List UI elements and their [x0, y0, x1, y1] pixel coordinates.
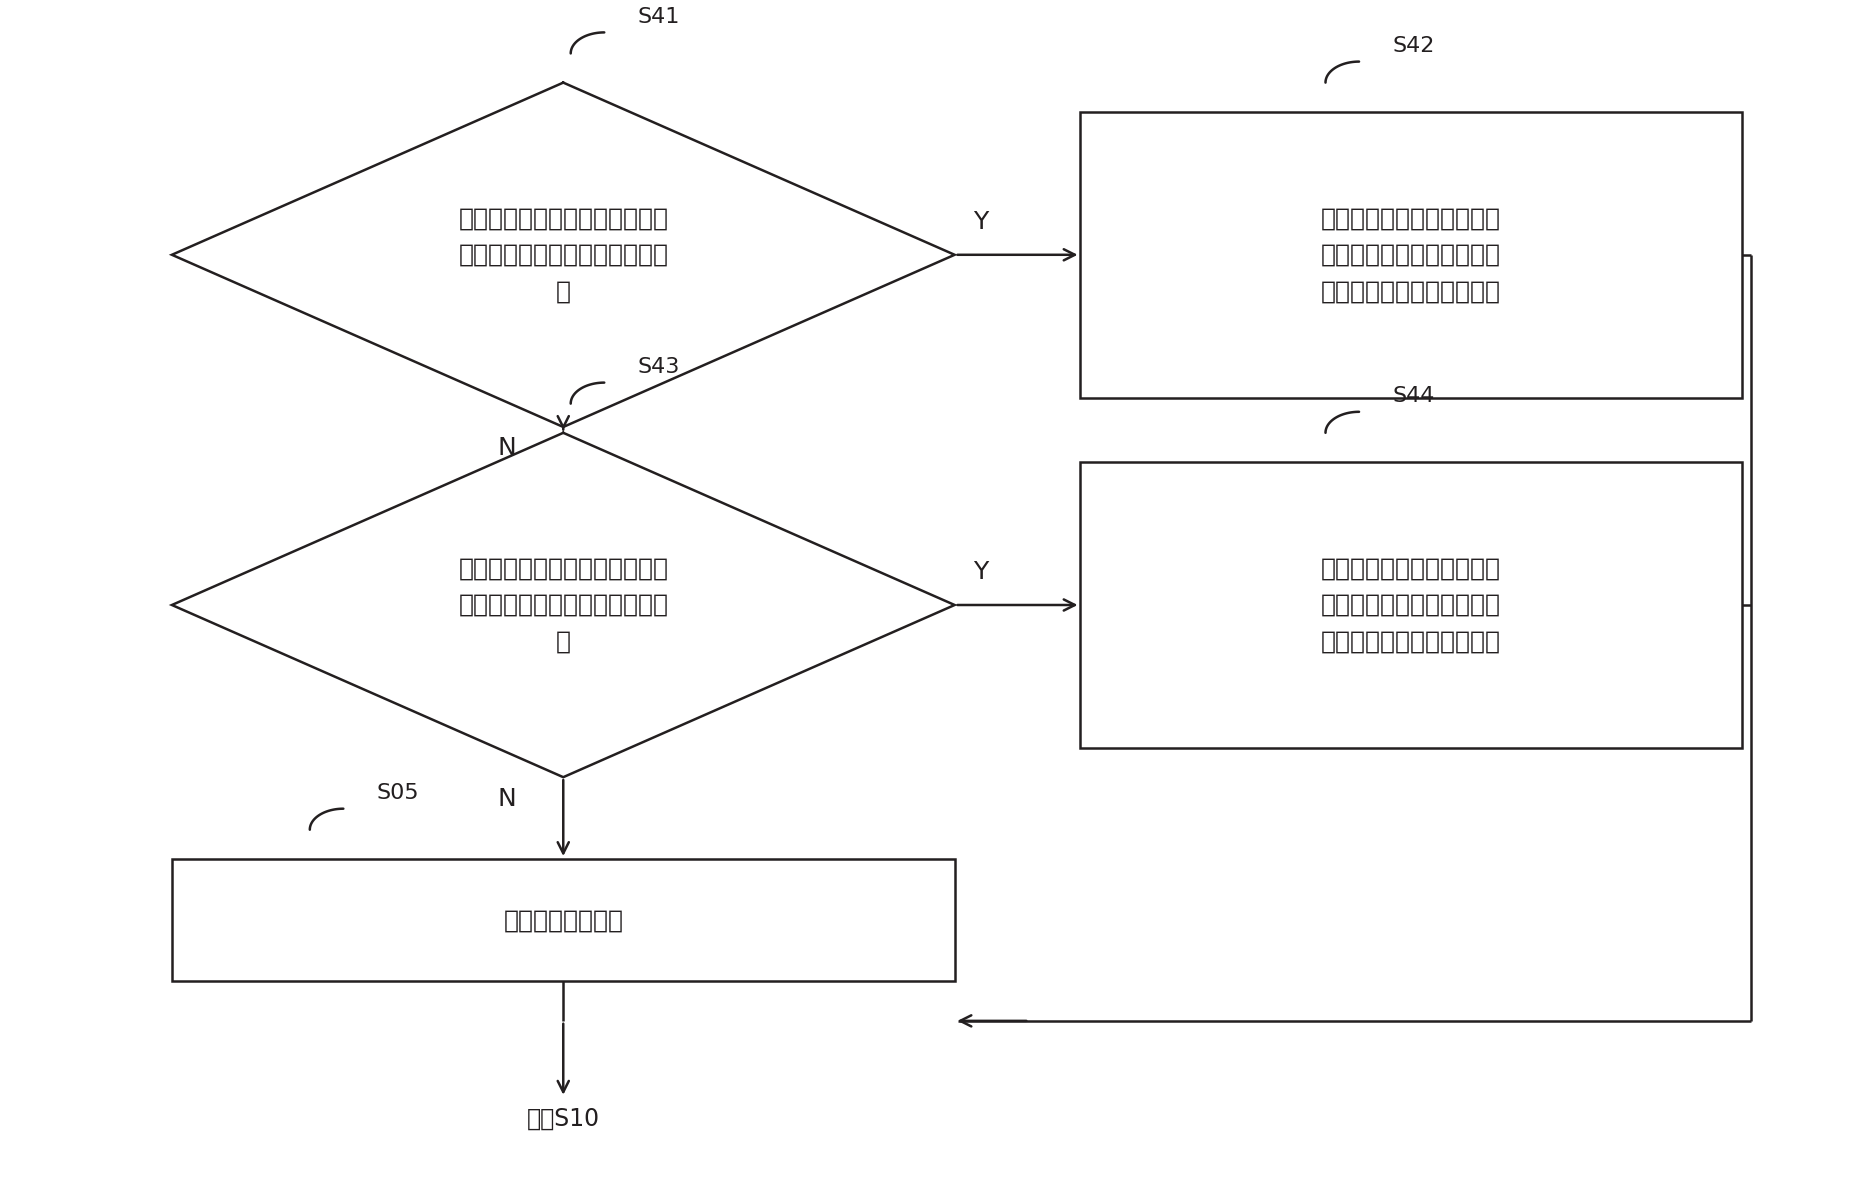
Text: N: N: [498, 787, 517, 811]
Bar: [1080, 462, 1743, 748]
Text: 依据单指滑动的速度在水平
方向上的分量实时控制波形
在水平方向上进行相应平移: 依据单指滑动的速度在水平 方向上的分量实时控制波形 在水平方向上进行相应平移: [1322, 207, 1501, 303]
Text: N: N: [498, 437, 517, 461]
Bar: [172, 859, 955, 982]
Text: 步骤S10: 步骤S10: [526, 1106, 599, 1131]
Text: S42: S42: [1393, 36, 1436, 56]
Text: 判断当前单指滑动的速度方向与
垂直方向的夹角是否在设定范围
内: 判断当前单指滑动的速度方向与 垂直方向的夹角是否在设定范围 内: [459, 557, 668, 653]
Text: S41: S41: [638, 7, 680, 26]
Text: 判断当前单指滑动的速度方向与
水平方向的夹角是否在设定范围
内: 判断当前单指滑动的速度方向与 水平方向的夹角是否在设定范围 内: [459, 207, 668, 303]
Text: S05: S05: [376, 783, 419, 802]
Text: Y: Y: [973, 210, 988, 234]
Text: Y: Y: [973, 560, 988, 584]
Text: S43: S43: [638, 357, 680, 376]
Text: 依据单指滑动的速度在垂直
方向上的分量实时控制波形
在垂直方向上进行相应平移: 依据单指滑动的速度在垂直 方向上的分量实时控制波形 在垂直方向上进行相应平移: [1322, 557, 1501, 653]
Text: S44: S44: [1393, 386, 1436, 406]
Text: 保持波形当前位置: 保持波形当前位置: [504, 908, 623, 932]
Bar: [1080, 112, 1743, 398]
